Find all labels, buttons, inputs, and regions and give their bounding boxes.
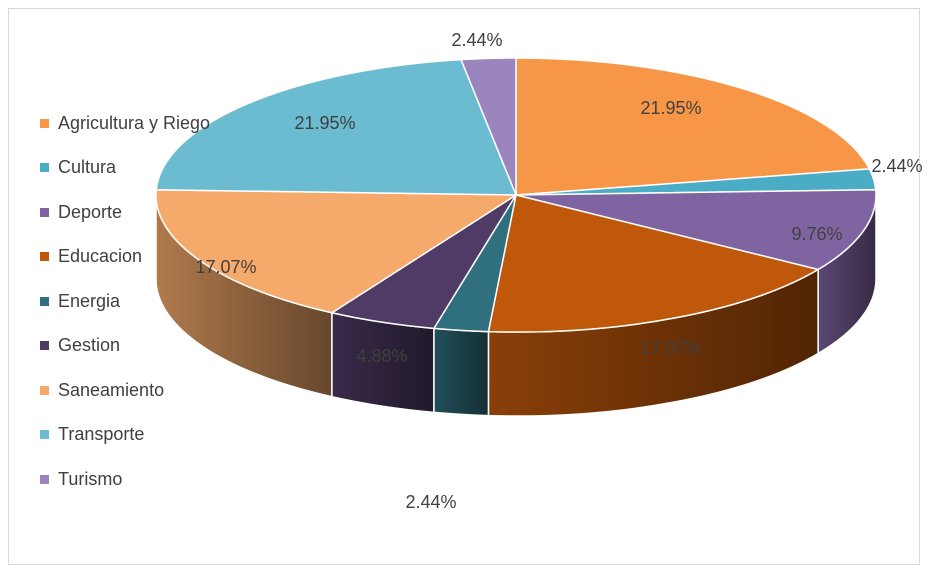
legend-item-cultura: Cultura	[40, 146, 210, 191]
legend-swatch	[40, 163, 49, 172]
data-label-gestion: 4.88%	[356, 346, 407, 366]
legend-item-educacion: Educacion	[40, 235, 210, 280]
data-label-deporte: 9.76%	[791, 224, 842, 244]
data-label-transporte: 21.95%	[294, 113, 355, 133]
legend-item-agricultura-y-riego: Agricultura y Riego	[40, 101, 210, 146]
legend-item-turismo: Turismo	[40, 457, 210, 502]
legend-label: Energia	[58, 291, 120, 312]
legend-item-energia: Energia	[40, 279, 210, 324]
legend-label: Transporte	[58, 424, 144, 445]
data-label-energia: 2.44%	[405, 492, 456, 512]
legend: Agricultura y Riego Cultura Deporte Educaci…	[40, 101, 210, 502]
pie-side-energia	[434, 328, 488, 415]
legend-label: Gestion	[58, 335, 120, 356]
legend-label: Saneamiento	[58, 380, 164, 401]
legend-label: Educacion	[58, 246, 142, 267]
data-label-cultura: 2.44%	[871, 156, 922, 176]
legend-swatch	[40, 430, 49, 439]
legend-label: Agricultura y Riego	[58, 113, 210, 134]
legend-swatch	[40, 208, 49, 217]
legend-label: Deporte	[58, 202, 122, 223]
legend-swatch	[40, 386, 49, 395]
legend-swatch	[40, 475, 49, 484]
legend-swatch	[40, 341, 49, 350]
legend-swatch	[40, 252, 49, 261]
legend-item-saneamiento: Saneamiento	[40, 368, 210, 413]
legend-label: Cultura	[58, 157, 116, 178]
data-label-agricultura-y-riego: 21.95%	[640, 98, 701, 118]
legend-item-gestion: Gestion	[40, 324, 210, 369]
legend-swatch	[40, 297, 49, 306]
data-label-educacion: 17.07%	[640, 338, 701, 358]
legend-swatch	[40, 119, 49, 128]
legend-item-transporte: Transporte	[40, 413, 210, 458]
legend-label: Turismo	[58, 469, 122, 490]
data-label-turismo: 2.44%	[451, 30, 502, 50]
legend-item-deporte: Deporte	[40, 190, 210, 235]
